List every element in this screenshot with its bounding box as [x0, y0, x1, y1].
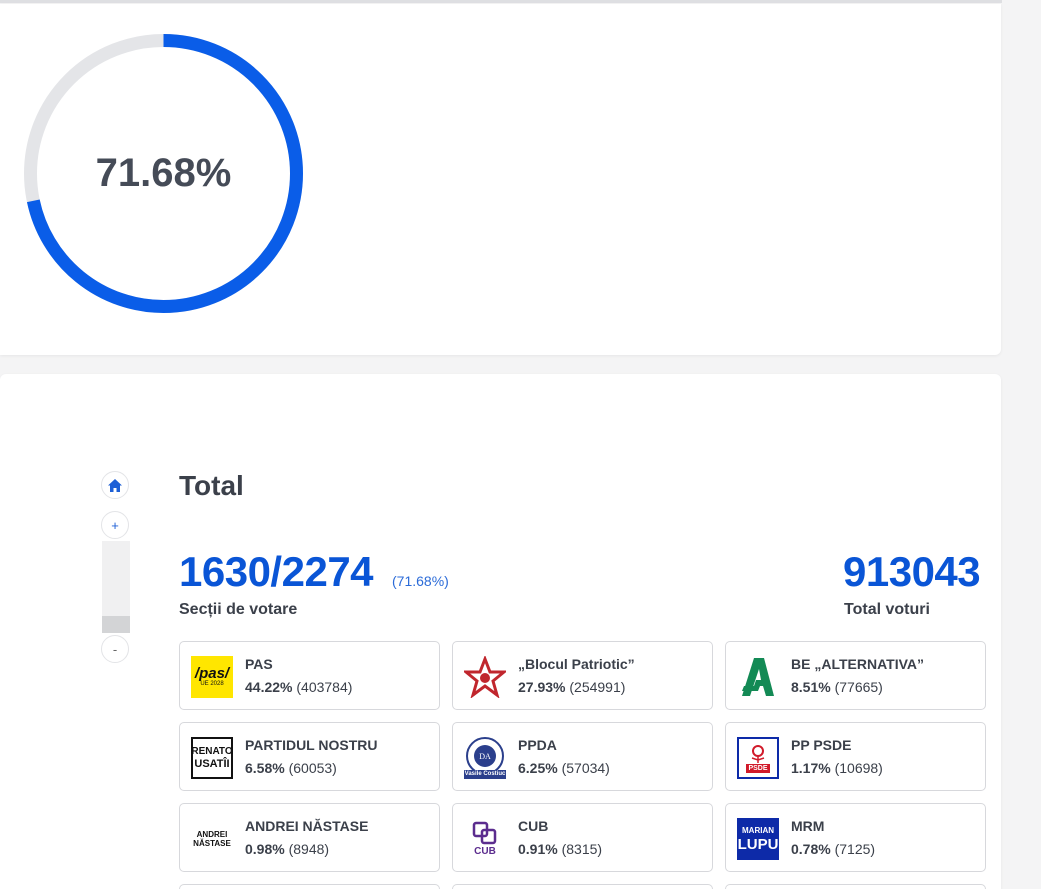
party-percent: 0.91% [518, 841, 558, 857]
party-name: BE „ALTERNATIVA” [791, 656, 924, 672]
progress-ring-fill [24, 34, 303, 313]
party-result: 6.58% (60053) [245, 760, 337, 776]
pas-logo-text: /pas/ [194, 665, 230, 682]
party-result: 27.93% (254991) [518, 679, 625, 695]
ppda-seal-icon: DA [464, 737, 506, 779]
cub-logo: CUB [463, 817, 507, 861]
party-result: 8.51% (77665) [791, 679, 883, 695]
progress-card: 71.68% [0, 4, 1001, 355]
sections-percent: (71.68%) [392, 573, 449, 589]
psde-logo: PSDE [736, 736, 780, 780]
renato-logo-text: RENATO [191, 746, 233, 757]
party-percent: 27.93% [518, 679, 566, 695]
nastase-logo: ANDREI NĂSTASE [190, 817, 234, 861]
svg-text:DA: DA [479, 752, 491, 761]
party-result: 1.17% (10698) [791, 760, 883, 776]
cube-icon [472, 821, 497, 845]
map-home-button[interactable] [101, 471, 129, 499]
party-votes: (8948) [288, 841, 330, 857]
sections-count: 1630/2274 [179, 548, 374, 595]
party-votes: (8315) [561, 841, 603, 857]
party-name: PAS [245, 656, 273, 672]
party-card-andrei-nastase[interactable]: ANDREI NĂSTASE ANDREI NĂSTASE 0.98% (894… [179, 803, 440, 872]
party-votes: (403784) [296, 679, 353, 695]
psde-logo-sub: PSDE [746, 763, 770, 773]
star-icon [464, 656, 506, 698]
alternativa-logo [736, 655, 780, 699]
party-card-mrm[interactable]: MARIAN LUPU MRM 0.78% (7125) [725, 803, 986, 872]
total-votes-label: Total voturi [844, 601, 930, 618]
zoom-slider-handle[interactable] [102, 616, 130, 633]
party-card-ppda[interactable]: DA Vasile Costiuc PPDA 6.25% (57034) [452, 722, 713, 791]
ppda-logo: DA Vasile Costiuc [463, 736, 507, 780]
party-percent: 44.22% [245, 679, 293, 695]
zoom-out-button[interactable]: - [101, 635, 129, 663]
party-votes: (10698) [834, 760, 883, 776]
marian-lupu-logo: MARIAN LUPU [736, 817, 780, 861]
party-card-pp-psde[interactable]: PSDE PP PSDE 1.17% (10698) [725, 722, 986, 791]
party-name: PARTIDUL NOSTRU [245, 737, 378, 753]
party-result: 0.98% (8948) [245, 841, 329, 857]
total-votes: 913043 [843, 548, 981, 595]
party-percent: 8.51% [791, 679, 831, 695]
cub-logo-text: CUB [474, 846, 496, 857]
party-name: ANDREI NĂSTASE [245, 818, 369, 834]
party-result: 44.22% (403784) [245, 679, 352, 695]
party-card-blocul-patriotic[interactable]: „Blocul Patriotic” 27.93% (254991) [452, 641, 713, 710]
party-card-partidul-nostru[interactable]: RENATO USATÎI PARTIDUL NOSTRU 6.58% (600… [179, 722, 440, 791]
party-name: MRM [791, 818, 825, 834]
party-name: CUB [518, 818, 549, 834]
zoom-in-button[interactable]: + [101, 511, 129, 539]
party-name: PPDA [518, 737, 557, 753]
home-icon [108, 478, 122, 492]
lupu-logo-text: MARIAN [742, 825, 774, 835]
party-result: 6.25% (57034) [518, 760, 610, 776]
star-logo [463, 655, 507, 699]
party-votes: (254991) [569, 679, 626, 695]
party-card-pas[interactable]: /pas/ UE 2028 PAS 44.22% (403784) [179, 641, 440, 710]
region-title: Total [179, 470, 244, 501]
party-percent: 1.17% [791, 760, 831, 776]
renato-usatii-logo: RENATO USATÎI [190, 736, 234, 780]
party-card-cub[interactable]: CUB CUB 0.91% (8315) [452, 803, 713, 872]
progress-ring-svg [24, 34, 303, 313]
party-card-partial[interactable] [452, 884, 713, 889]
pas-logo: /pas/ UE 2028 [190, 655, 234, 699]
renato-logo-sub: USATÎI [194, 758, 230, 770]
party-votes: (60053) [288, 760, 337, 776]
party-percent: 6.25% [518, 760, 558, 776]
party-votes: (57034) [561, 760, 610, 776]
nastase-logo-sub: NĂSTASE [193, 839, 231, 848]
party-result: 0.91% (8315) [518, 841, 602, 857]
pas-logo-sub: UE 2028 [200, 681, 224, 687]
party-votes: (7125) [834, 841, 876, 857]
top-divider [0, 0, 1041, 3]
party-card-partial[interactable] [725, 884, 986, 889]
nastase-logo-text: ANDREI [196, 830, 228, 839]
party-percent: 0.98% [245, 841, 285, 857]
party-votes: (77665) [834, 679, 883, 695]
party-percent: 0.78% [791, 841, 831, 857]
rose-icon [751, 744, 765, 763]
sections-label: Secții de votare [179, 601, 298, 618]
party-card-partial[interactable] [179, 884, 440, 889]
lupu-logo-sub: LUPU [737, 835, 779, 853]
page-margin [1002, 0, 1041, 889]
alternativa-a-icon [742, 658, 774, 696]
party-name: „Blocul Patriotic” [518, 656, 635, 672]
party-card-alternativa[interactable]: BE „ALTERNATIVA” 8.51% (77665) [725, 641, 986, 710]
party-result: 0.78% (7125) [791, 841, 875, 857]
ppda-logo-sub: Vasile Costiuc [464, 771, 506, 777]
progress-percent: 71.68% [95, 151, 232, 195]
progress-ring: 71.68% [22, 32, 305, 315]
party-percent: 6.58% [245, 760, 285, 776]
party-name: PP PSDE [791, 737, 852, 753]
